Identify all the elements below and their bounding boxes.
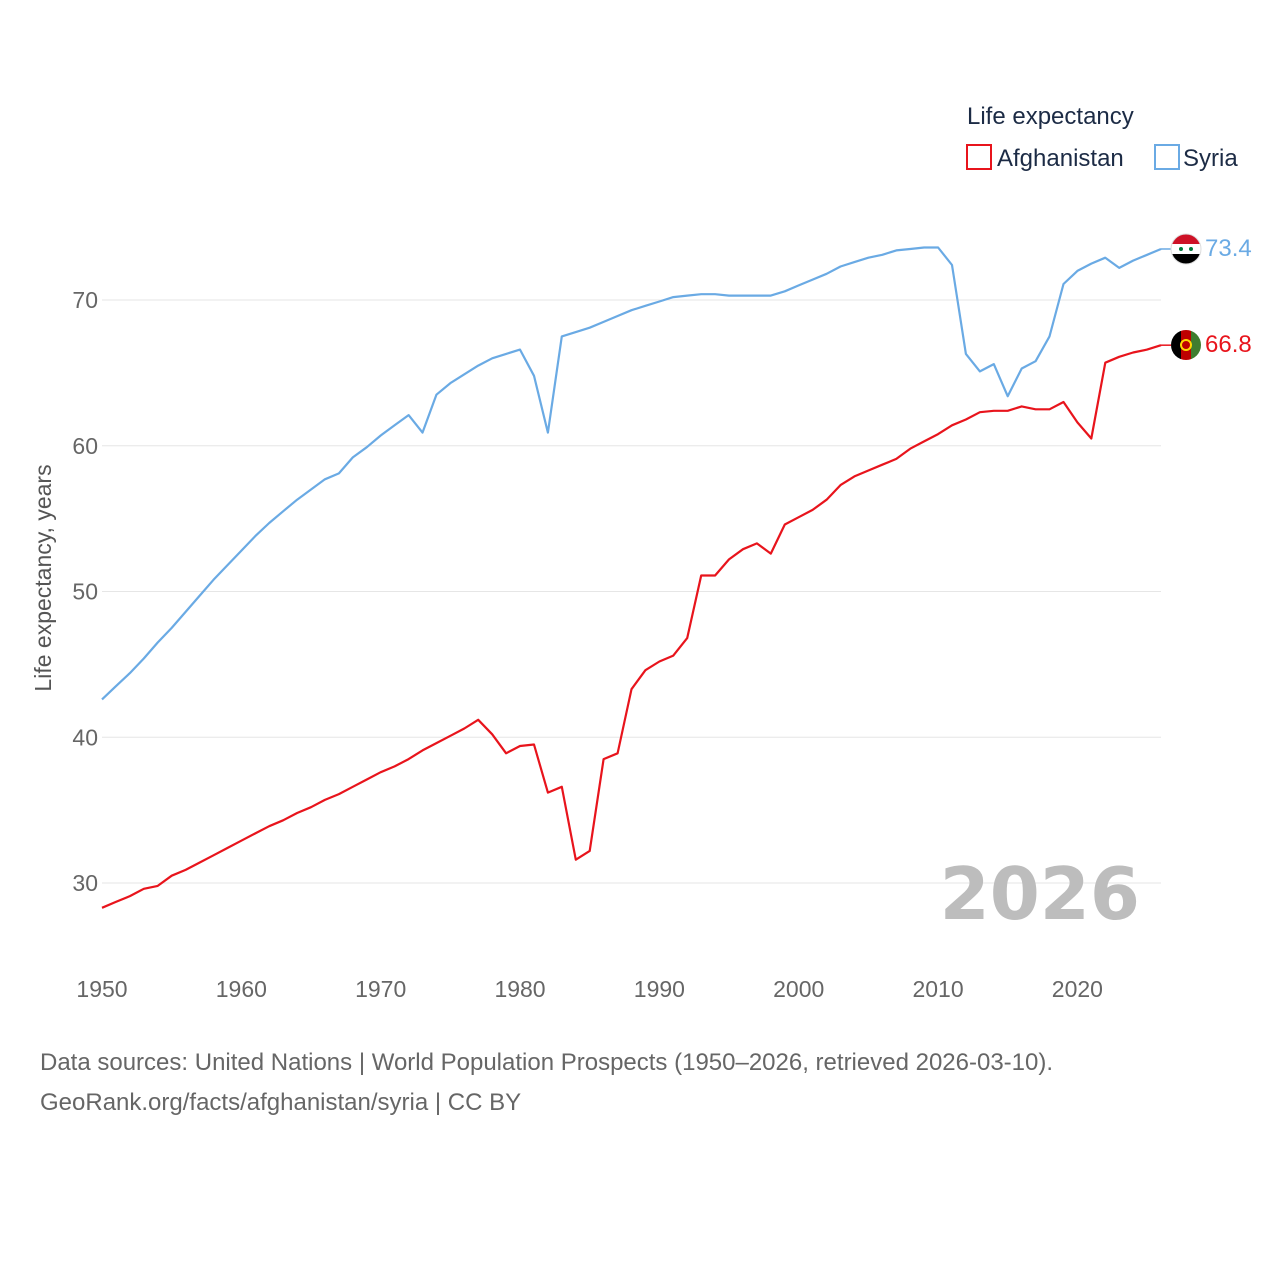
y-tick-label-30: 30 [72,870,98,896]
y-tick-label-60: 60 [72,433,98,459]
x-tick-label-2000: 2000 [773,976,824,1002]
legend: Life expectancy Afghanistan Syria [966,103,1238,172]
x-tick-label-1960: 1960 [216,976,267,1002]
legend-swatch-afghanistan [966,144,992,170]
series-lines [101,246,1171,909]
syria-flag-icon [1171,234,1201,264]
legend-item-afghanistan[interactable]: Afghanistan [966,144,1124,172]
life-expectancy-chart: 30 40 50 60 70 1950 1960 1970 1980 1990 2000 2010 2… [30,103,1252,1002]
series-line-syria[interactable] [101,246,1162,701]
y-tick-label-70: 70 [72,287,98,313]
legend-label-afghanistan: Afghanistan [997,145,1124,172]
legend-label-syria: Syria [1183,145,1238,172]
legend-title: Life expectancy [967,103,1134,130]
year-watermark: 2026 [940,852,1140,936]
source-line-1: Data sources: United Nations | World Pop… [40,1049,1054,1076]
x-tick-label-1970: 1970 [355,976,406,1002]
y-axis-ticks: 30 40 50 60 70 [72,287,98,896]
x-tick-label-1990: 1990 [634,976,685,1002]
legend-swatch-syria [1154,144,1180,170]
legend-item-syria[interactable]: Syria [1154,144,1238,172]
x-tick-label-2020: 2020 [1052,976,1103,1002]
end-label-syria: 73.4 [1205,235,1252,262]
x-tick-label-1980: 1980 [494,976,545,1002]
grid-lines [102,299,1161,884]
source-line-2[interactable]: GeoRank.org/facts/afghanistan/syria | CC… [40,1089,522,1116]
y-axis-title: Life expectancy, years [30,464,56,691]
x-tick-label-2010: 2010 [912,976,963,1002]
source-note: Data sources: United Nations | World Pop… [40,1043,1240,1123]
series-line-afghanistan[interactable] [101,344,1162,909]
syria-flag-border [1170,233,1202,265]
y-tick-label-40: 40 [72,724,98,750]
x-tick-label-1950: 1950 [76,976,127,1002]
x-axis-ticks: 1950 1960 1970 1980 1990 2000 2010 2020 [76,976,1103,1002]
y-tick-label-50: 50 [72,579,98,605]
afghanistan-flag-icon [1171,330,1201,360]
end-label-afghanistan: 66.8 [1205,331,1252,358]
